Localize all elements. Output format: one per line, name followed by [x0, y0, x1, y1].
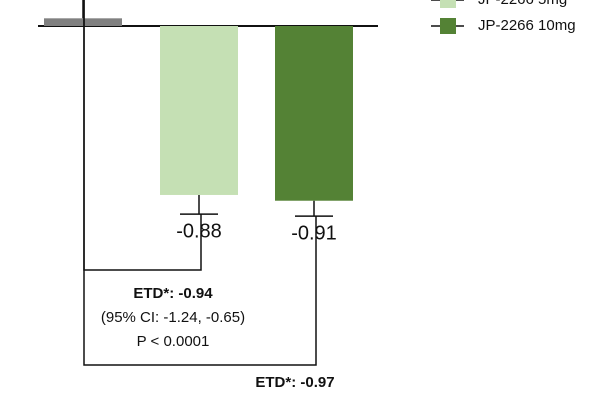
legend-label: JP-2266 10mg: [478, 17, 576, 34]
annotation: ETD*: -0.94: [133, 285, 213, 302]
legend-swatch: [440, 18, 456, 34]
annotation: P < 0.0001: [137, 333, 210, 350]
bar: [275, 26, 353, 201]
bar: [44, 18, 122, 26]
annotation: ETD*: -0.97: [255, 374, 334, 391]
legend-label: JP-2266 5mg: [478, 0, 567, 8]
value-label: -0.88: [176, 220, 222, 242]
annotation: (95% CI: -1.24, -0.65): [101, 309, 245, 326]
legend-swatch: [440, 0, 456, 8]
value-label: -0.91: [291, 222, 337, 244]
bracket: [83, 0, 317, 366]
bar: [160, 26, 238, 195]
